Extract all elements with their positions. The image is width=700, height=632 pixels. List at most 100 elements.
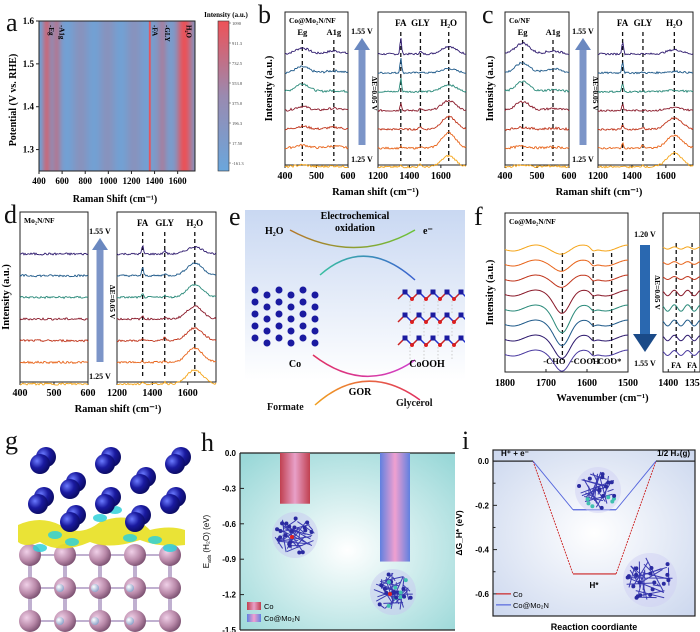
heatmap-column xyxy=(180,21,182,171)
peak-label: GLY xyxy=(411,18,430,28)
oxidation-label: oxidation xyxy=(335,223,375,234)
heatmap-peak-labels: -Eg -A1g -FA -GLY H₂O xyxy=(47,25,193,42)
heatmap-column xyxy=(39,21,41,171)
co-atom xyxy=(430,335,436,341)
atom xyxy=(634,566,639,571)
x-tick-label: 600 xyxy=(562,171,577,182)
ir-spectrum-right xyxy=(662,334,700,342)
heatmap-column xyxy=(140,21,142,171)
heatmap-column xyxy=(166,21,168,171)
co-atom xyxy=(311,327,319,335)
spectrum-left xyxy=(284,163,349,169)
spectrum-right xyxy=(598,117,694,131)
colorbar-tick-label: -161.3 xyxy=(232,161,244,166)
co-atom xyxy=(125,512,145,532)
colorbar-tick-label: 911.3 xyxy=(232,41,243,46)
heatmap-column xyxy=(54,21,56,171)
peak-label: FA xyxy=(395,18,407,28)
heatmap-column xyxy=(182,21,184,171)
bond xyxy=(643,563,653,573)
atom xyxy=(386,580,391,585)
peak-label: -FA xyxy=(150,25,158,36)
co-atom xyxy=(299,322,307,330)
heatmap-column xyxy=(83,21,85,171)
heatmap-column xyxy=(41,21,43,171)
electron-label: e⁻ xyxy=(423,226,433,237)
glycerol-label: Glycerol xyxy=(396,398,433,409)
spectrum-right xyxy=(116,262,217,278)
heatmap-column xyxy=(158,21,160,171)
atomic-cluster xyxy=(623,553,677,607)
atom xyxy=(280,521,285,526)
atom xyxy=(287,542,292,547)
heatmap-frame xyxy=(38,20,196,172)
atom xyxy=(402,594,407,599)
peak-label: H₂O xyxy=(186,218,203,228)
atom xyxy=(292,525,297,530)
y-tick-label: -0.6 xyxy=(475,590,489,599)
spectrum-left xyxy=(284,124,348,131)
heatmap-column xyxy=(68,21,70,171)
charge-depletion xyxy=(93,514,107,522)
x-tick-label: 800 xyxy=(78,176,92,186)
heatmap-column xyxy=(152,21,154,171)
atom xyxy=(665,562,670,567)
co-atom xyxy=(28,494,48,514)
heatmap-column xyxy=(155,21,157,171)
heatmap-column xyxy=(141,21,143,171)
heatmap-column xyxy=(110,21,112,171)
ir-spectrum-right xyxy=(662,261,700,265)
heatmap-column xyxy=(123,21,125,171)
panel-a-heatmap: 400 600 800 1000 1200 1400 1600 1.3 1.4 1.5 1.6 -… xyxy=(8,11,249,205)
spectrum-right xyxy=(377,77,467,94)
x-tick-label: 1400 xyxy=(142,388,162,399)
bond xyxy=(286,540,314,553)
atom xyxy=(384,590,389,595)
heatmap-column xyxy=(105,21,107,171)
legend-label-co-mo2n: Co@Mo₂N xyxy=(513,601,549,610)
x-axis-label: Reaction coordiante xyxy=(551,622,638,632)
heatmap-column xyxy=(163,21,165,171)
spectrum-left xyxy=(284,65,349,75)
heatmap-column xyxy=(80,21,82,171)
heatmap-column xyxy=(148,21,150,171)
gor-label: GOR xyxy=(349,387,373,398)
peak-label: H₂O xyxy=(184,25,192,39)
heatmap-column xyxy=(72,21,74,171)
n-atom xyxy=(91,584,99,592)
bond xyxy=(586,485,599,497)
heatmap-column xyxy=(53,21,55,171)
heatmap-column xyxy=(104,21,106,171)
x-axis-label: Raman shift (cm⁻¹) xyxy=(556,187,643,198)
y-tick-label: -0.9 xyxy=(222,555,236,564)
y-tick-label: 1.6 xyxy=(23,16,35,26)
energy-connector xyxy=(615,460,657,511)
heatmap-column xyxy=(56,21,58,171)
heatmap-column xyxy=(43,21,45,171)
spectrum-right xyxy=(116,369,217,386)
slab-structure xyxy=(18,447,191,632)
heatmap-column xyxy=(107,21,109,171)
heatmap-column xyxy=(173,21,175,171)
heatmap-column xyxy=(120,21,122,171)
x-tick-label: 1400 xyxy=(146,176,165,186)
panel-label-c: c xyxy=(482,0,494,29)
atom xyxy=(293,516,298,521)
atom xyxy=(597,487,602,492)
spectrum-right xyxy=(377,99,467,112)
arrow-top-label: 1.55 V xyxy=(89,227,111,236)
spectrum-left xyxy=(19,360,89,365)
atom xyxy=(305,520,310,525)
x-tick-label: 600 xyxy=(55,176,69,186)
spectrum-left xyxy=(504,80,570,93)
peak-label: GLY xyxy=(155,218,174,228)
atom xyxy=(590,504,595,509)
formate-label: Formate xyxy=(267,402,304,413)
arrow-top-label: 1.20 V xyxy=(634,230,656,239)
arrow-head xyxy=(633,334,657,352)
peak-label: FA xyxy=(137,218,149,228)
co-atom xyxy=(263,339,271,347)
co-atom xyxy=(402,335,408,341)
bond xyxy=(283,519,297,529)
legend-swatch-co xyxy=(247,602,261,610)
